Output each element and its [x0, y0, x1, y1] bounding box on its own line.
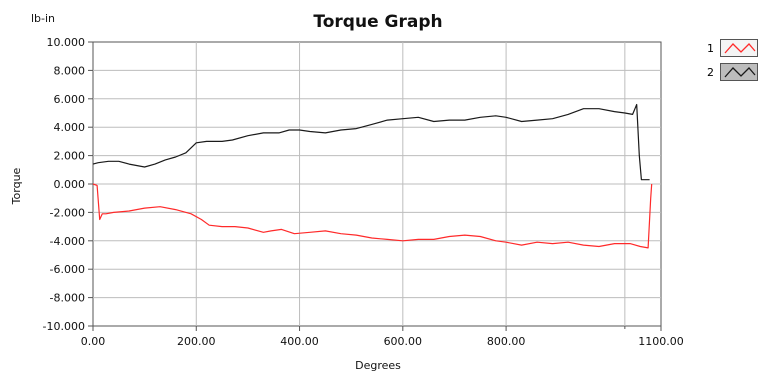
legend-swatch[interactable]: [720, 63, 758, 81]
series-line-1: [92, 183, 653, 249]
y-tick-label: -6.000: [50, 263, 85, 276]
legend-item-2[interactable]: 2: [700, 63, 758, 81]
y-tick-label: 6.000: [54, 93, 86, 106]
y-tick-label: -4.000: [50, 235, 85, 248]
x-tick-label: 600.00: [384, 335, 423, 348]
x-tick-label: 200.00: [177, 335, 216, 348]
y-tick-label: 8.000: [54, 64, 86, 77]
legend-swatch[interactable]: [720, 39, 758, 57]
y-tick-label: -8.000: [50, 292, 85, 305]
legend-label: 2: [707, 65, 714, 79]
x-axis-label: Degrees: [355, 359, 401, 372]
legend-line-icon: [724, 43, 756, 54]
y-axis-label: Torque: [10, 167, 23, 205]
series-lines: [92, 103, 653, 249]
grid: [93, 42, 661, 326]
legend-line-icon: [724, 67, 756, 78]
x-tick-label: 1100.00: [638, 335, 684, 348]
series-line-2: [92, 103, 650, 181]
y-tick-label: 0.000: [54, 178, 86, 191]
legend-item-1[interactable]: 1: [700, 39, 758, 57]
legend-label: 1: [707, 41, 714, 55]
x-tick-label: 800.00: [487, 335, 526, 348]
y-tick-label: 2.000: [54, 150, 86, 163]
y-tick-label: -10.000: [43, 320, 85, 333]
x-tick-label: 400.00: [280, 335, 319, 348]
chart-title: Torque Graph: [313, 12, 442, 32]
x-tick-label: 0.00: [81, 335, 106, 348]
y-tick-label: -2.000: [50, 206, 85, 219]
y-tick-label: 4.000: [54, 121, 86, 134]
axes: 10.000 8.000 6.000 4.000 2.000 0.000 -2.000 -4.…: [43, 36, 684, 348]
y-axis-unit: lb-in: [31, 12, 55, 25]
y-tick-label: 10.000: [47, 36, 86, 49]
